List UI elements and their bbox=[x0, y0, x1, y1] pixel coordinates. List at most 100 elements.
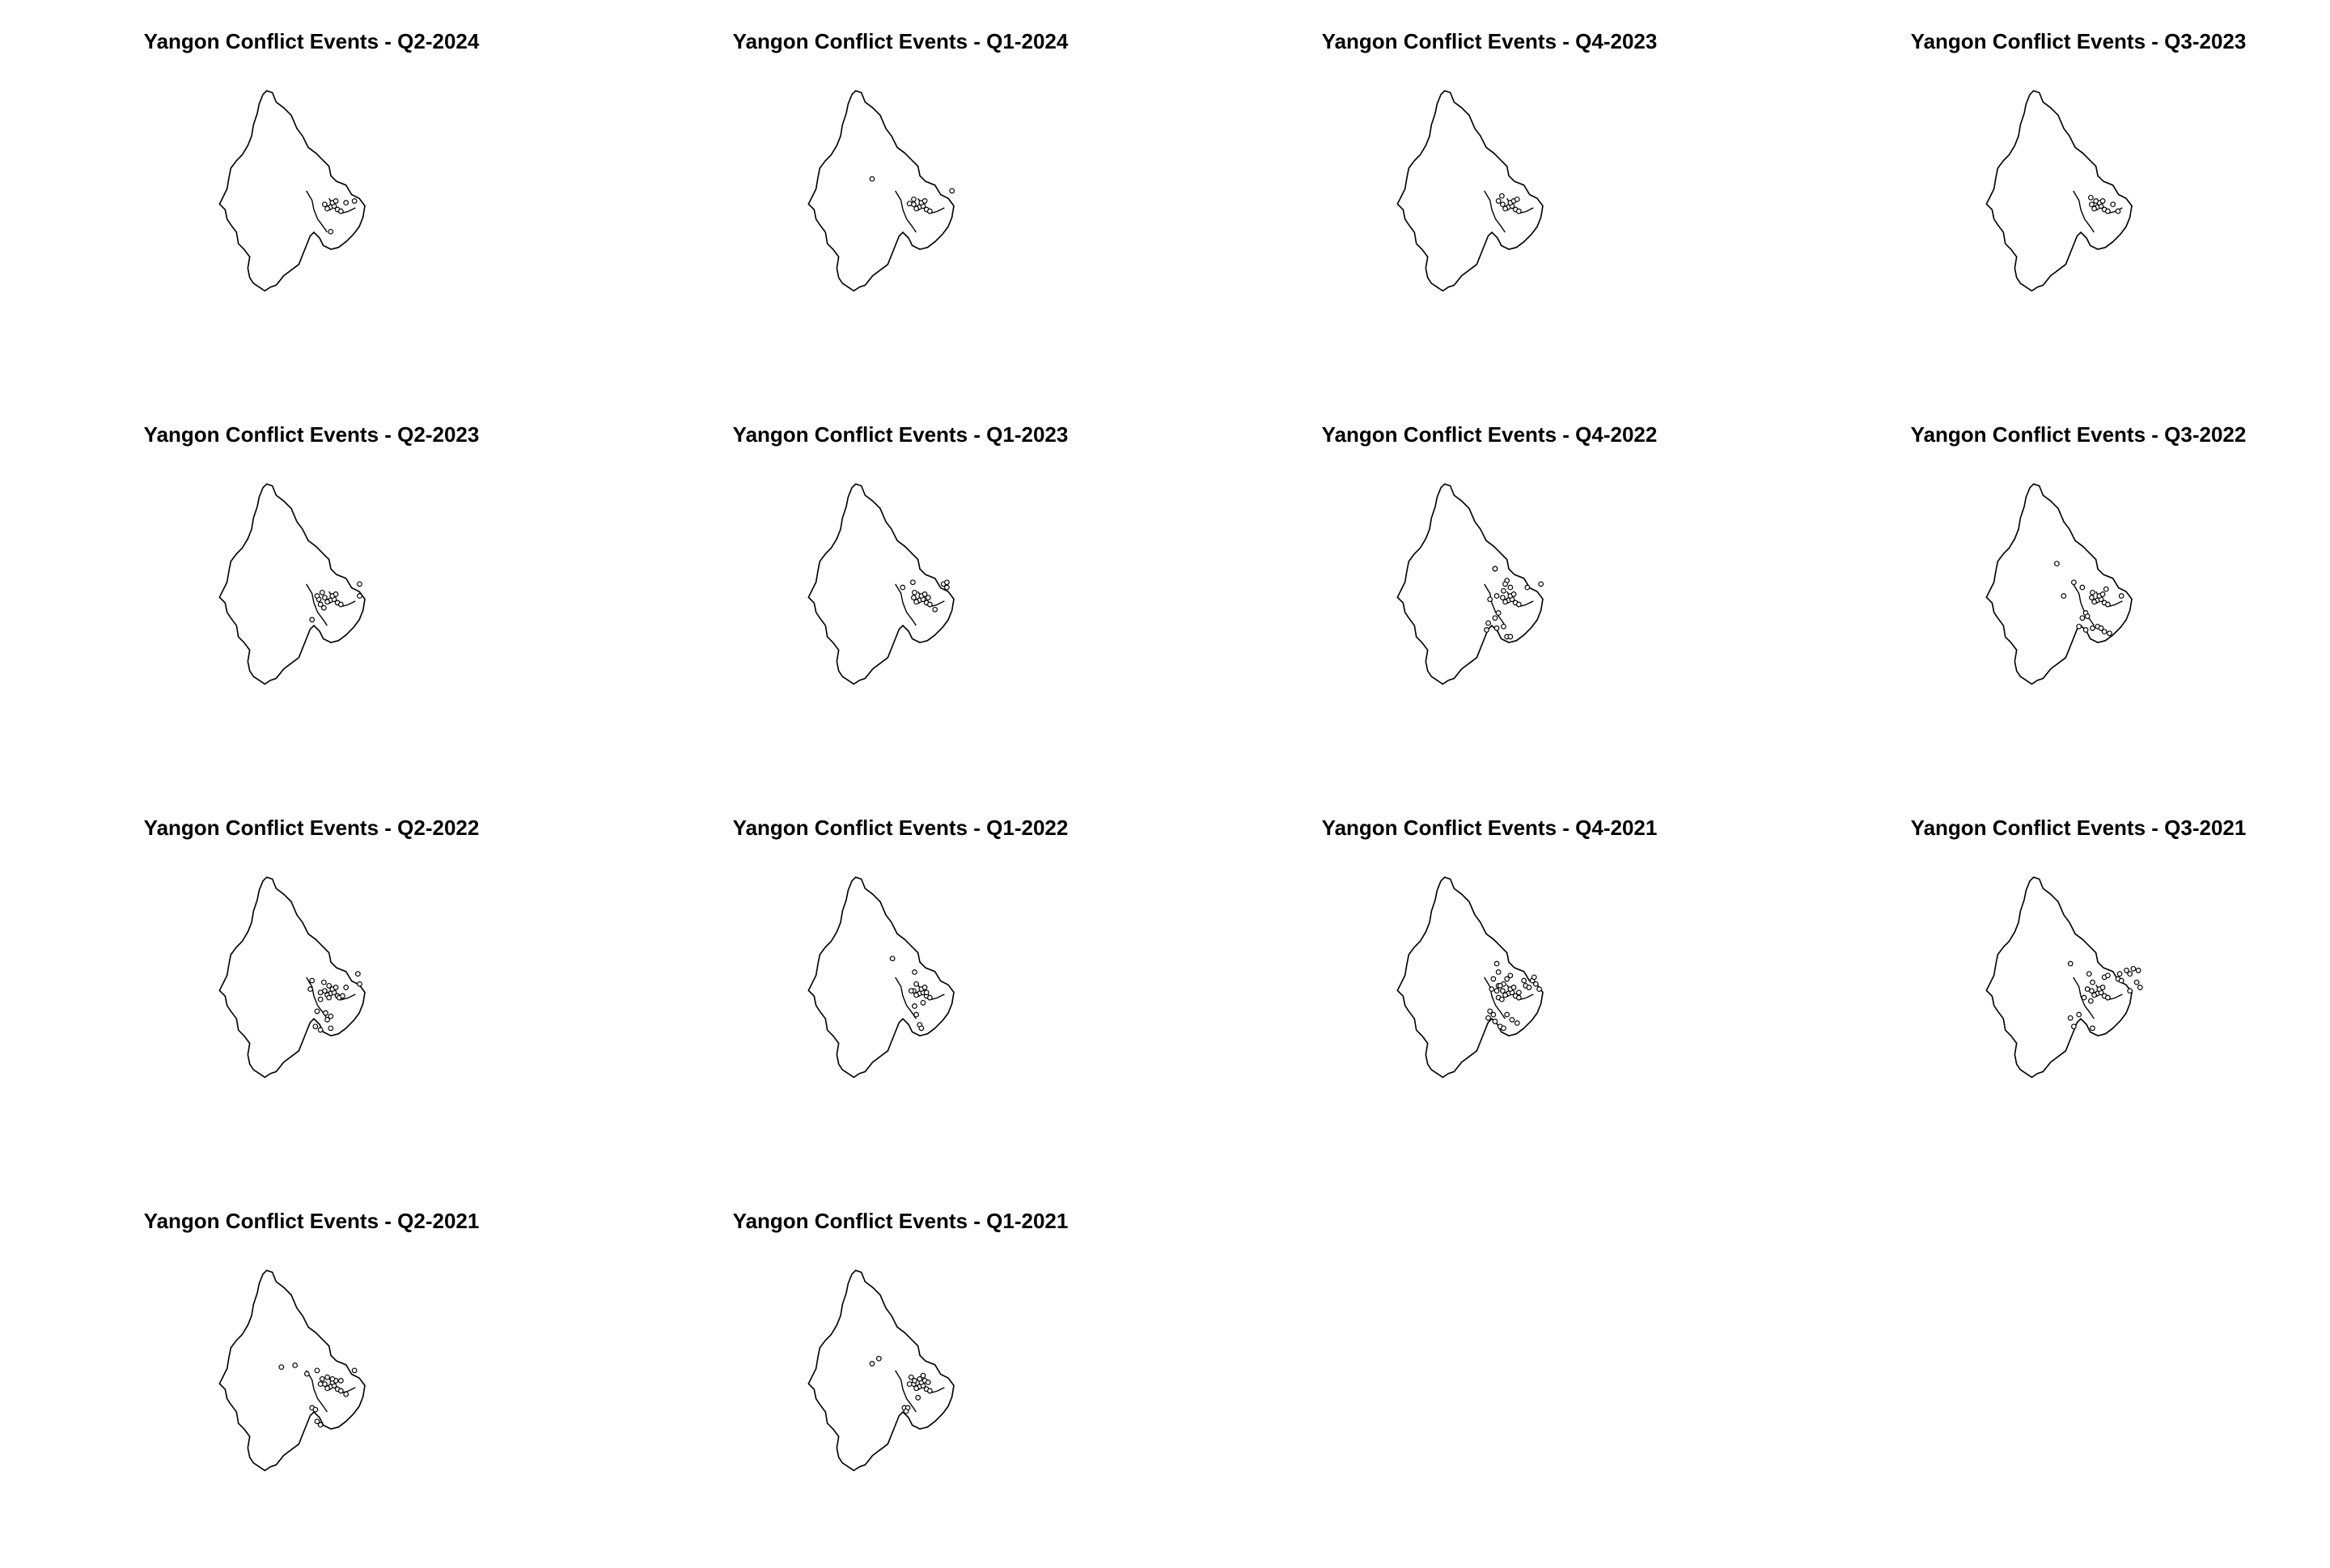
event-point bbox=[326, 982, 333, 989]
event-point bbox=[357, 581, 362, 587]
event-point bbox=[903, 1408, 909, 1414]
event-point bbox=[908, 988, 914, 994]
event-point bbox=[319, 1375, 325, 1382]
map-panel: Yangon Conflict Events - Q3-2023 bbox=[1767, 0, 2330, 388]
event-point bbox=[925, 1379, 931, 1385]
event-point bbox=[912, 1003, 917, 1009]
event-point bbox=[921, 198, 928, 204]
event-point bbox=[2089, 595, 2095, 601]
event-point bbox=[314, 593, 320, 599]
event-point bbox=[1515, 994, 1522, 1001]
event-point bbox=[1515, 990, 1522, 996]
event-point bbox=[1515, 601, 1522, 608]
event-point bbox=[2133, 979, 2140, 985]
event-point bbox=[913, 599, 919, 605]
event-point bbox=[2090, 589, 2095, 595]
event-point bbox=[2070, 579, 2077, 586]
event-point bbox=[913, 981, 919, 987]
event-point bbox=[337, 601, 344, 608]
river-line bbox=[895, 977, 917, 1019]
event-point bbox=[1493, 593, 1500, 599]
region-outline bbox=[218, 1269, 366, 1472]
event-point bbox=[932, 606, 938, 612]
event-point bbox=[2127, 988, 2133, 994]
event-point bbox=[1507, 973, 1514, 979]
event-point bbox=[913, 206, 919, 212]
event-point bbox=[2089, 201, 2095, 208]
event-point bbox=[2115, 208, 2121, 214]
event-point bbox=[312, 1406, 319, 1413]
event-point bbox=[2137, 985, 2143, 990]
region-outline bbox=[807, 483, 955, 685]
event-point bbox=[337, 1388, 344, 1394]
event-point bbox=[923, 990, 930, 996]
event-point bbox=[1504, 1011, 1510, 1018]
event-point bbox=[1487, 1008, 1493, 1015]
event-point bbox=[906, 1381, 913, 1388]
event-point bbox=[329, 1375, 336, 1382]
event-point bbox=[1493, 960, 1500, 967]
event-point bbox=[2124, 968, 2129, 973]
event-point bbox=[2091, 206, 2097, 212]
map-panel: Yangon Conflict Events - Q4-2021 bbox=[1178, 786, 1760, 1175]
event-point bbox=[869, 176, 875, 182]
event-point bbox=[913, 992, 919, 998]
event-point bbox=[317, 601, 324, 608]
event-point bbox=[1502, 581, 1508, 587]
event-point bbox=[324, 599, 330, 605]
event-point bbox=[343, 985, 350, 990]
river-line bbox=[2073, 977, 2095, 1019]
event-point bbox=[909, 579, 916, 586]
map-title: Yangon Conflict Events - Q3-2022 bbox=[1910, 422, 2247, 447]
map-panel: Yangon Conflict Events - Q2-2022 bbox=[0, 786, 582, 1175]
event-point bbox=[2090, 625, 2095, 631]
event-point bbox=[2116, 971, 2123, 977]
event-point bbox=[913, 1385, 919, 1392]
event-point bbox=[333, 985, 339, 990]
event-point bbox=[920, 1372, 926, 1379]
event-point bbox=[926, 1388, 933, 1394]
event-point bbox=[2101, 629, 2108, 635]
event-point bbox=[1526, 985, 1532, 990]
event-point bbox=[314, 1367, 320, 1374]
event-point bbox=[1509, 1016, 1515, 1023]
region-outline bbox=[1985, 483, 2133, 685]
event-point bbox=[912, 589, 917, 595]
event-point bbox=[1485, 620, 1491, 626]
event-point bbox=[314, 1008, 320, 1015]
event-point bbox=[2127, 971, 2133, 977]
map-panel: Yangon Conflict Events - Q1-2023 bbox=[589, 393, 1171, 782]
river-line bbox=[2073, 190, 2095, 233]
region-outline bbox=[1396, 483, 1544, 685]
event-point bbox=[326, 994, 333, 1001]
event-point bbox=[906, 201, 913, 206]
map-panel: Yangon Conflict Events - Q1-2021 bbox=[589, 1180, 1171, 1568]
event-point bbox=[1531, 974, 1537, 981]
river-line bbox=[1484, 583, 1506, 626]
region-outline bbox=[807, 876, 955, 1079]
river-line bbox=[895, 1370, 917, 1413]
yangon-region-map bbox=[218, 876, 366, 1079]
map-title: Yangon Conflict Events - Q3-2021 bbox=[1910, 816, 2247, 840]
event-point bbox=[1510, 591, 1517, 597]
event-point bbox=[2103, 586, 2109, 592]
event-point bbox=[319, 589, 325, 595]
event-point bbox=[911, 201, 917, 208]
event-point bbox=[322, 595, 328, 601]
event-point bbox=[1504, 976, 1510, 982]
event-point bbox=[322, 201, 328, 208]
event-point bbox=[943, 584, 950, 591]
event-point bbox=[314, 1418, 320, 1425]
map-title: Yangon Conflict Events - Q2-2024 bbox=[143, 29, 480, 53]
map-panel: Yangon Conflict Events - Q4-2022 bbox=[1178, 393, 1760, 782]
map-panel: Yangon Conflict Events - Q2-2023 bbox=[0, 393, 582, 782]
event-point bbox=[1497, 982, 1503, 989]
event-point bbox=[912, 969, 917, 975]
event-point bbox=[1485, 1015, 1491, 1021]
event-point bbox=[1498, 193, 1505, 199]
region-outline bbox=[1985, 876, 2133, 1079]
yangon-region-map bbox=[1985, 876, 2143, 1079]
event-point bbox=[2067, 960, 2074, 967]
event-point bbox=[323, 1010, 328, 1016]
